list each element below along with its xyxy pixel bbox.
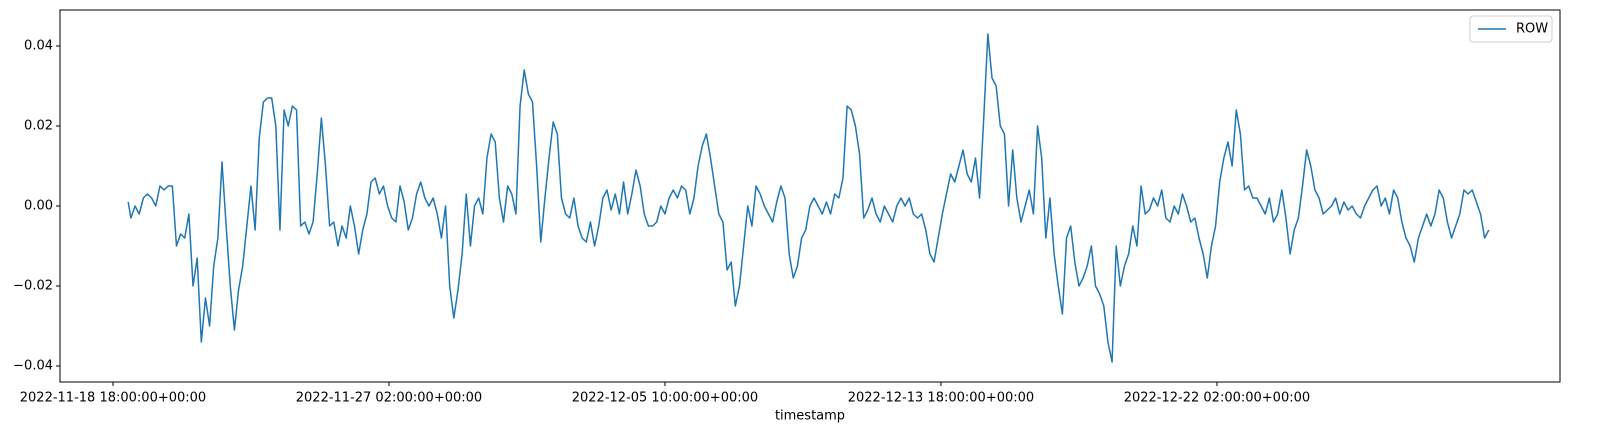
legend-label: ROW [1516, 22, 1548, 37]
y-tick-label: −0.04 [13, 359, 53, 374]
x-axis-label: timestamp [775, 409, 845, 424]
y-tick-label: 0.02 [24, 119, 53, 134]
x-tick-label: 2022-11-18 18:00:00+00:00 [20, 391, 206, 406]
data-line [127, 33, 1490, 363]
x-tick-label: 2022-12-05 10:00:00+00:00 [572, 391, 758, 406]
plot-frame [59, 9, 1561, 383]
y-tick-label: 0.00 [24, 199, 53, 214]
legend-box [1469, 15, 1553, 43]
y-tick-label: 0.04 [24, 39, 53, 54]
y-tick-label: −0.02 [13, 279, 53, 294]
x-tick-label: 2022-12-22 02:00:00+00:00 [1124, 391, 1310, 406]
x-tick-label: 2022-12-13 18:00:00+00:00 [848, 391, 1034, 406]
x-tick-label: 2022-11-27 02:00:00+00:00 [296, 391, 482, 406]
